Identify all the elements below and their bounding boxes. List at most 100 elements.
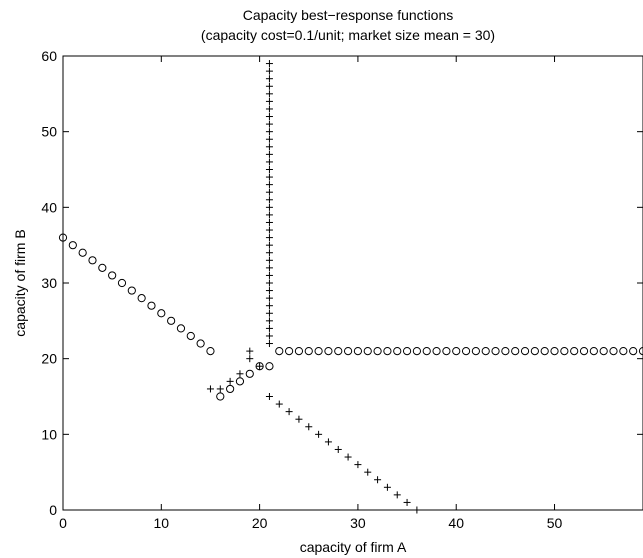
circle-point (176, 324, 186, 333)
plus-point (265, 143, 273, 151)
plus-point (265, 188, 273, 196)
plus-point (265, 340, 273, 348)
circle-point (334, 347, 343, 356)
chart-title: Capacity best−response functions (243, 7, 454, 23)
plus-point (315, 430, 323, 438)
circle-point (619, 347, 628, 356)
circle-point (511, 347, 520, 356)
circle-point (373, 347, 382, 356)
plus-point (265, 332, 273, 340)
plus-point (265, 241, 273, 249)
circle-point (196, 339, 205, 348)
circle-point (383, 347, 392, 356)
y-tick-label: 30 (41, 275, 57, 291)
circle-point (452, 347, 461, 356)
plus-point (216, 385, 224, 393)
circle-point (206, 347, 215, 356)
plus-point (265, 317, 273, 325)
plus-point (265, 173, 273, 181)
plus-point (226, 377, 234, 385)
plus-point (265, 158, 273, 166)
circle-point (570, 347, 579, 356)
circle-point (422, 347, 431, 356)
plus-point (265, 82, 273, 90)
circle-point (481, 347, 490, 356)
plus-point (265, 128, 273, 136)
plus-point (334, 445, 342, 453)
circle-point (353, 347, 363, 356)
circle-point (265, 362, 274, 371)
plus-point (265, 203, 273, 211)
circle-point (108, 271, 117, 280)
circle-point (137, 294, 146, 303)
plus-point (265, 181, 273, 189)
plus-point (265, 120, 273, 128)
circle-point (285, 347, 294, 356)
circle-point (550, 347, 559, 356)
circle-point (147, 301, 156, 310)
plus-point (265, 218, 273, 226)
circle-point (255, 362, 264, 371)
plus-point (265, 264, 273, 272)
plus-point (265, 324, 273, 332)
plus-point (374, 476, 382, 484)
plus-point (324, 438, 332, 446)
data-marks (58, 60, 643, 514)
plus-point (275, 400, 283, 408)
plus-point (393, 491, 401, 499)
circle-point (609, 347, 618, 356)
circle-point (629, 347, 638, 356)
plus-point (265, 302, 273, 310)
plus-point (295, 415, 303, 423)
plus-point (285, 408, 293, 416)
circle-point (216, 392, 225, 401)
plus-point (354, 461, 362, 469)
circle-point (117, 278, 127, 288)
plus-point (265, 113, 273, 121)
circle-point (432, 347, 441, 356)
circle-point (294, 347, 304, 356)
plus-point (413, 506, 421, 514)
circle-point (412, 347, 421, 356)
x-tick-label: 50 (547, 515, 563, 531)
plus-point (265, 309, 273, 317)
circle-point (186, 331, 195, 341)
circle-point (157, 309, 166, 318)
circle-point (540, 347, 549, 356)
axis-ticks: 0 10 20 30 40 50 0 10 20 30 40 50 60 (41, 48, 643, 531)
plus-point (265, 234, 273, 242)
plus-point (265, 135, 273, 143)
plot-area (62, 55, 643, 511)
plus-point (265, 90, 273, 98)
plus-point (265, 271, 273, 279)
circle-point (599, 347, 608, 356)
circle-point (98, 263, 107, 272)
plus-point (265, 60, 273, 68)
circle-point (304, 347, 313, 356)
circle-point (314, 347, 323, 356)
x-tick-label: 0 (59, 515, 67, 531)
plus-point (403, 498, 411, 506)
y-axis-label: capacity of firm B (12, 229, 28, 336)
plus-point (383, 483, 391, 491)
circle-point (343, 347, 353, 356)
y-tick-label: 20 (41, 351, 57, 367)
plus-point (344, 453, 352, 461)
plus-point (236, 370, 244, 378)
circle-point (58, 233, 68, 242)
y-tick-label: 60 (41, 48, 57, 64)
x-axis-label: capacity of firm A (300, 539, 407, 555)
plus-point (246, 347, 254, 355)
circle-point (88, 256, 97, 265)
circle-point (560, 347, 569, 356)
plus-point (265, 105, 273, 113)
plus-point (265, 249, 273, 257)
circle-point (530, 347, 539, 356)
plus-point (265, 287, 273, 295)
circle-point (245, 369, 254, 378)
circle-point (226, 384, 235, 394)
plus-point (265, 279, 273, 287)
circle-point (324, 347, 333, 356)
circle-point (471, 347, 480, 356)
